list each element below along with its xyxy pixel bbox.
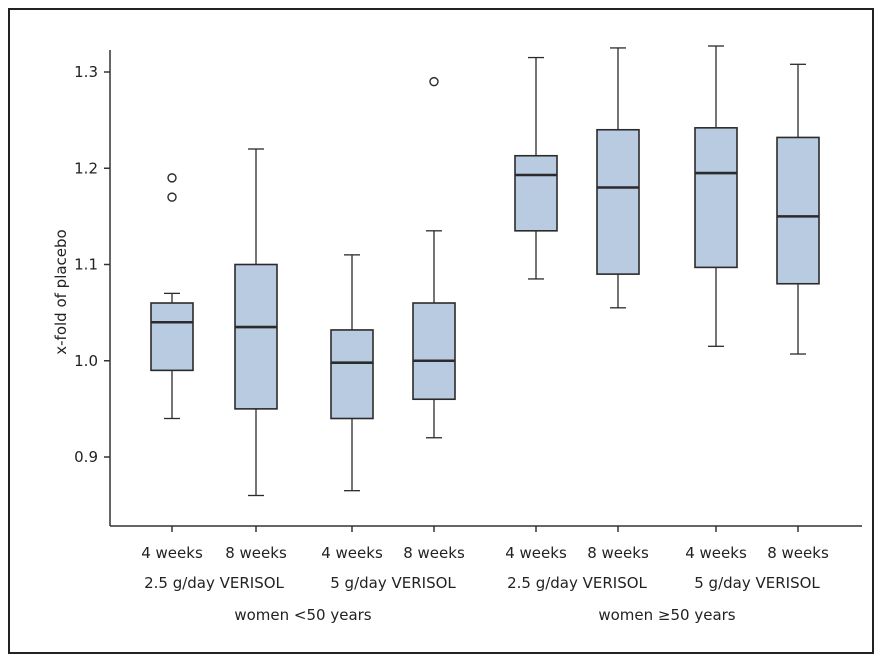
x-category-label: 4 weeks: [685, 544, 747, 562]
iqr-box: [330, 329, 374, 420]
y-tick-label: 0.9: [74, 448, 98, 466]
dose-group-label: 5 g/day VERISOL: [330, 574, 456, 592]
box-group: [776, 63, 820, 355]
y-tick-label: 1.1: [74, 256, 98, 274]
box-group: [150, 173, 194, 420]
box-group: [596, 47, 640, 309]
dose-group-label: 5 g/day VERISOL: [694, 574, 820, 592]
box-group: [412, 76, 456, 439]
iqr-box: [694, 127, 738, 269]
x-category-label: 4 weeks: [321, 544, 383, 562]
dose-group-label: 2.5 g/day VERISOL: [144, 574, 284, 592]
iqr-box: [234, 263, 278, 410]
boxes-layer: [150, 45, 820, 497]
x-category-label: 8 weeks: [587, 544, 649, 562]
iqr-box: [412, 302, 456, 401]
x-category-label: 4 weeks: [141, 544, 203, 562]
box-group: [514, 56, 558, 280]
x-category-label: 8 weeks: [225, 544, 287, 562]
axes: [104, 50, 862, 532]
y-axis-title: x-fold of placebo: [52, 229, 70, 355]
box-group: [694, 45, 738, 347]
dose-group-label: 2.5 g/day VERISOL: [507, 574, 647, 592]
age-group-label: women <50 years: [234, 606, 371, 624]
labels-layer: 0.9 1.0 1.1 1.2 1.3 4 weeks 8 weeks 4 weeks 8 we…: [74, 63, 829, 624]
iqr-box: [514, 154, 558, 232]
iqr-box: [596, 128, 640, 275]
iqr-box: [150, 302, 194, 372]
y-tick-label: 1.3: [74, 63, 98, 81]
outlier-point: [167, 173, 177, 183]
outlier-point: [429, 76, 439, 87]
x-category-label: 8 weeks: [403, 544, 465, 562]
box-group: [234, 148, 278, 497]
y-tick-label: 1.2: [74, 159, 98, 177]
box-group: [330, 254, 374, 492]
x-category-label: 8 weeks: [767, 544, 829, 562]
outlier-point: [167, 192, 177, 202]
iqr-box: [776, 136, 820, 285]
age-group-label: women ≥50 years: [598, 606, 735, 624]
x-category-label: 4 weeks: [505, 544, 567, 562]
y-tick-label: 1.0: [74, 352, 98, 370]
